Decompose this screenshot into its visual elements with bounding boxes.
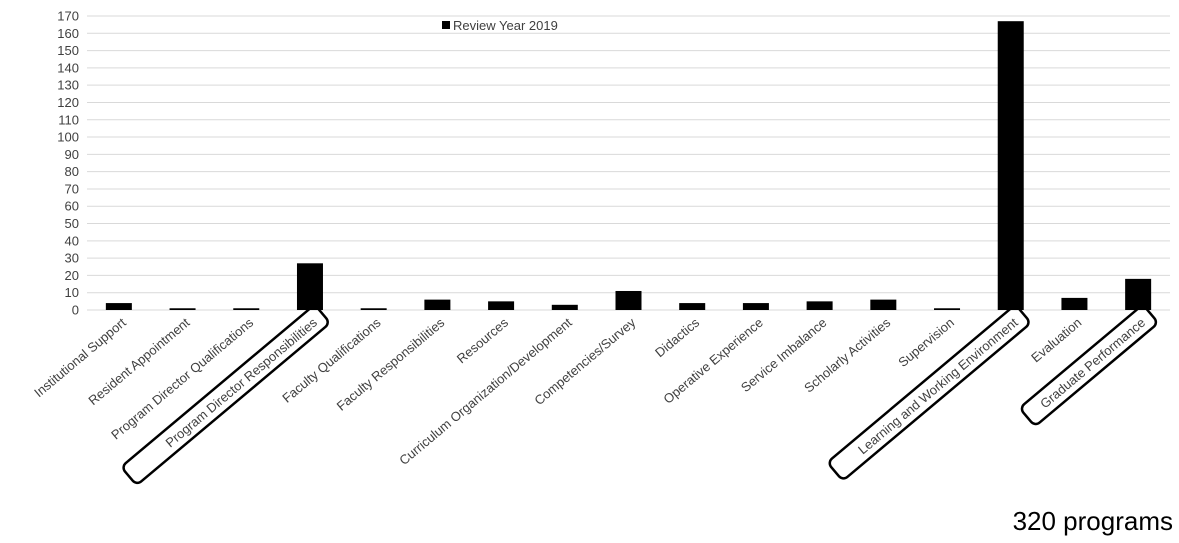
- y-tick-label: 130: [57, 78, 79, 93]
- y-tick-label: 90: [65, 147, 79, 162]
- y-tick-label: 30: [65, 251, 79, 266]
- highlight-boxes: [122, 305, 1158, 485]
- y-tick-label: 70: [65, 181, 79, 196]
- bar: [424, 299, 451, 310]
- highlight-box: [1020, 305, 1158, 426]
- x-tick-label: Evaluation: [1028, 315, 1084, 366]
- gridlines: [87, 15, 1170, 294]
- y-tick-label: 80: [65, 164, 79, 179]
- legend-label: Review Year 2019: [453, 18, 558, 33]
- bar: [742, 303, 769, 310]
- x-tick-label: Faculty Responsibilities: [334, 314, 448, 413]
- legend: Review Year 2019: [442, 18, 558, 33]
- bar: [551, 304, 578, 310]
- bar: [806, 301, 833, 310]
- bar: [233, 308, 260, 310]
- bar: [1061, 297, 1088, 310]
- y-tick-label: 20: [65, 268, 79, 283]
- y-tick-label: 0: [72, 303, 79, 318]
- x-tick-label: Resources: [454, 314, 512, 366]
- bar: [615, 290, 642, 310]
- y-tick-label: 10: [65, 285, 79, 300]
- y-tick-label: 50: [65, 216, 79, 231]
- bar: [105, 303, 132, 310]
- bar: [997, 21, 1024, 311]
- legend-swatch: [442, 21, 450, 29]
- programs-count-note: 320 programs: [1012, 506, 1173, 536]
- y-tick-label: 140: [57, 60, 79, 75]
- y-tick-label: 60: [65, 199, 79, 214]
- highlight-box: [828, 305, 1030, 480]
- y-tick-label: 110: [58, 112, 79, 127]
- bar: [1125, 278, 1152, 310]
- highlight-box: [122, 305, 329, 485]
- y-tick-label: 120: [57, 95, 79, 110]
- y-tick-label: 40: [65, 233, 79, 248]
- bar: [679, 303, 706, 310]
- bar: [488, 301, 515, 310]
- y-tick-label: 150: [57, 43, 79, 58]
- x-tick-label: Didactics: [652, 314, 702, 360]
- y-tick-label: 170: [57, 9, 79, 24]
- x-tick-label: Graduate Performance: [1037, 315, 1148, 411]
- bar: [169, 308, 196, 310]
- bar: [870, 299, 897, 310]
- y-tick-label: 100: [57, 130, 79, 145]
- y-tick-label: 160: [57, 26, 79, 41]
- y-axis-ticks: 0 10 20 30 40 50 60 70 80 90 100 110 120 130 140 150 160…: [57, 9, 79, 318]
- bar: [296, 263, 323, 310]
- bars: [105, 21, 1152, 311]
- bar: [360, 308, 387, 310]
- bar: [934, 308, 961, 310]
